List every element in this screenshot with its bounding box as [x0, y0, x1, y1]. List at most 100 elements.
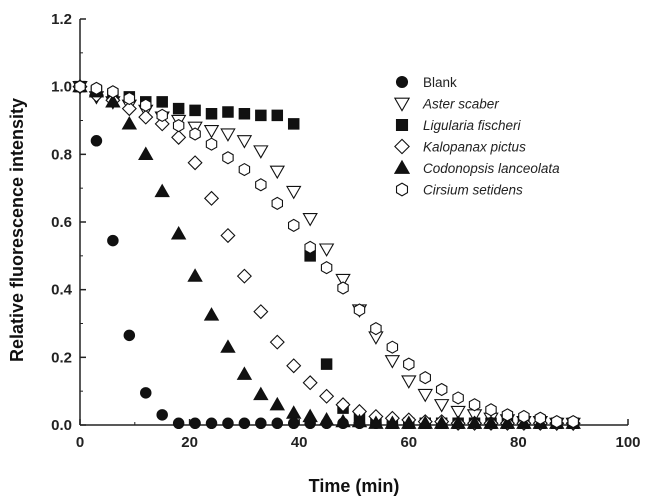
data-point	[187, 268, 203, 282]
legend-item: Ligularia fischeri	[395, 118, 522, 133]
data-point	[271, 109, 284, 122]
data-point	[417, 388, 433, 403]
data-point	[220, 128, 236, 142]
data-point	[107, 234, 119, 247]
data-point	[172, 417, 185, 430]
data-point	[485, 403, 497, 417]
legend-item: Aster scaber	[393, 97, 499, 112]
data-points	[72, 78, 581, 432]
data-point	[123, 91, 136, 106]
data-point	[302, 375, 318, 391]
data-point	[433, 415, 450, 429]
data-point	[433, 399, 450, 413]
x-tick-label: 40	[291, 434, 308, 451]
legend-item: Kalopanax pictus	[394, 138, 526, 155]
data-point	[189, 127, 201, 141]
data-point	[269, 165, 285, 180]
data-point	[253, 304, 269, 320]
data-point	[483, 415, 499, 429]
data-point	[567, 415, 579, 429]
data-point	[518, 409, 530, 424]
data-point	[335, 397, 351, 413]
y-axis-title: Relative fluorescence intensity	[7, 98, 27, 362]
data-point	[419, 371, 431, 385]
x-tick-label: 20	[181, 434, 198, 451]
data-point	[203, 125, 220, 139]
data-point	[501, 408, 514, 422]
data-point	[156, 108, 168, 123]
data-point	[271, 196, 284, 211]
data-point	[287, 118, 300, 130]
data-point	[238, 162, 251, 177]
y-tick-label: 0.6	[51, 214, 72, 231]
data-point	[238, 107, 251, 120]
data-point	[138, 146, 154, 160]
data-point	[203, 307, 220, 321]
x-axis-title: Time (min)	[309, 476, 400, 496]
data-point	[401, 375, 417, 389]
data-point	[121, 101, 137, 117]
data-point	[468, 398, 481, 412]
data-point	[386, 340, 399, 354]
data-point	[236, 366, 253, 380]
data-point	[255, 178, 267, 192]
data-point	[286, 358, 302, 374]
data-point	[220, 227, 236, 244]
x-tick-label: 0	[76, 434, 84, 451]
data-point	[452, 391, 464, 405]
data-point	[222, 417, 234, 430]
x-ticks: 0 20 40 60 80 100	[76, 419, 641, 451]
y-ticks: 0.0 0.2 0.4 0.6 0.8 1.0 1.2	[51, 11, 86, 434]
data-point	[435, 382, 448, 397]
y-tick-label: 0.4	[51, 282, 73, 299]
data-point	[170, 225, 187, 240]
y-tick-label: 0.0	[51, 417, 72, 434]
data-point	[368, 415, 384, 429]
data-point	[205, 107, 218, 120]
legend-label: Cirsium setidens	[423, 183, 523, 198]
y-tick-label: 0.2	[51, 349, 72, 366]
data-point	[403, 357, 415, 371]
data-point	[236, 268, 252, 284]
data-point	[319, 388, 335, 404]
data-point	[304, 240, 316, 254]
data-point	[205, 137, 218, 151]
data-point	[171, 129, 187, 145]
data-point	[320, 261, 333, 275]
data-point	[253, 145, 269, 159]
y-tick-label: 1.2	[51, 11, 72, 28]
data-point	[74, 80, 86, 94]
legend-marker	[395, 182, 409, 197]
data-point	[138, 109, 154, 125]
legend-marker	[395, 118, 409, 132]
data-point	[318, 243, 335, 257]
legend-label: Ligularia fischeri	[423, 118, 522, 133]
data-point	[450, 415, 466, 429]
data-point	[154, 116, 170, 132]
data-point	[466, 415, 483, 429]
data-point	[417, 415, 433, 429]
data-point	[353, 303, 366, 317]
data-point	[287, 218, 300, 232]
legend-label: Kalopanax pictus	[423, 140, 526, 155]
data-point	[172, 118, 185, 133]
y-tick-label: 0.8	[51, 146, 72, 163]
data-point	[156, 96, 168, 108]
data-point	[499, 415, 516, 429]
data-point	[140, 387, 152, 399]
data-point	[401, 415, 417, 429]
data-point	[238, 417, 251, 430]
data-point	[220, 339, 236, 353]
data-point	[140, 98, 152, 112]
legend: Blank Aster scaber Ligularia fischeri Kalop…	[393, 75, 560, 198]
x-tick-label: 80	[510, 434, 527, 451]
legend-label: Codonopsis lanceolata	[423, 161, 560, 176]
data-point	[384, 415, 401, 429]
data-point	[189, 104, 201, 117]
data-point	[205, 417, 218, 430]
data-point	[90, 81, 103, 95]
series-1	[72, 81, 581, 432]
x-tick-label: 60	[400, 434, 417, 451]
plot-area: 0 20 40 60 80 100 0.0 0.2 0.4 0.6 0.8 1.0 1.2	[51, 11, 640, 451]
